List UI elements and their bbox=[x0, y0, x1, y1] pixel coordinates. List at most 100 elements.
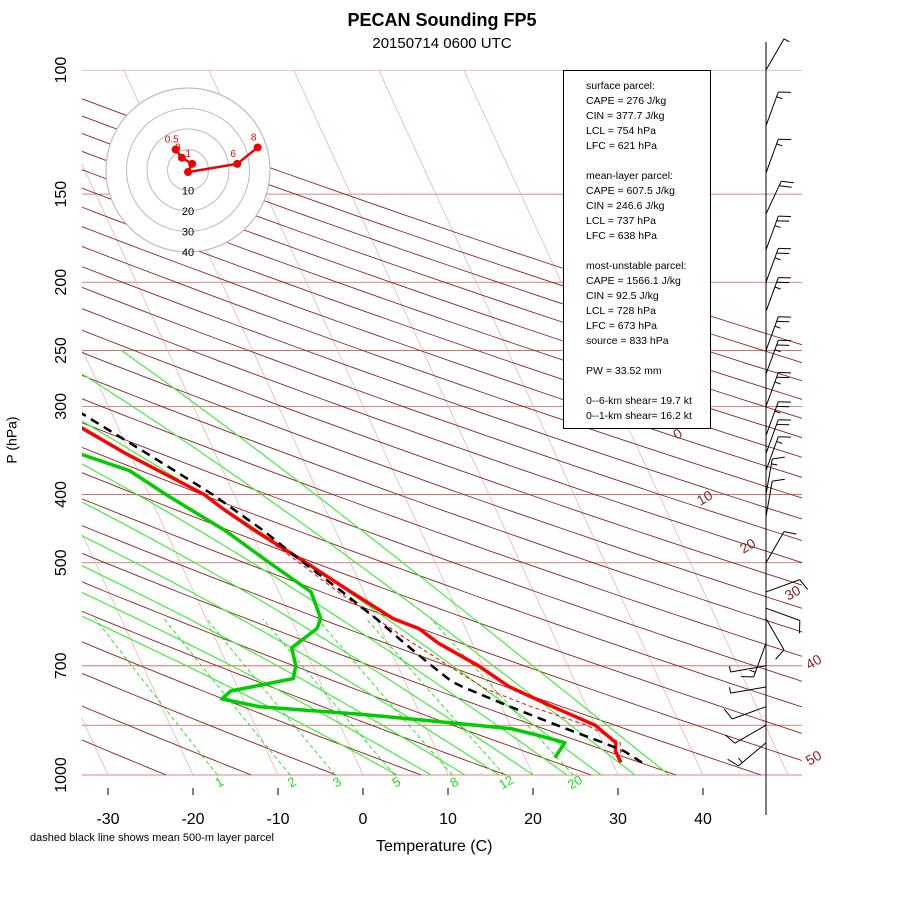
x-tick-label: -20 bbox=[181, 811, 204, 828]
isotherm-label: 20 bbox=[737, 535, 759, 557]
wind-barb bbox=[765, 38, 785, 71]
wind-barb-flag bbox=[725, 734, 736, 744]
hodograph-ring-label: 40 bbox=[182, 247, 194, 259]
hodograph-ring bbox=[167, 149, 209, 191]
info-block-shear: 0--6-km shear= 19.7 kt 0--1-km shear= 16… bbox=[586, 394, 710, 424]
isotherm-line bbox=[293, 70, 619, 776]
info-line: LCL = 737 hPa bbox=[586, 215, 656, 227]
y-tick-label: 500 bbox=[53, 549, 70, 576]
hodograph-point-label: 0.5 bbox=[165, 135, 179, 146]
dry-adiabat-line bbox=[82, 581, 592, 776]
info-line: LCL = 754 hPa bbox=[586, 125, 656, 137]
wind-barb bbox=[765, 401, 779, 436]
dry-adiabat-line bbox=[82, 498, 802, 762]
isotherm-label: 10 bbox=[694, 487, 716, 509]
mixing-ratio-label: 8 bbox=[447, 774, 461, 791]
moist-adiabat-line bbox=[121, 350, 670, 776]
wind-barb bbox=[765, 340, 779, 375]
moist-adiabat-line bbox=[82, 535, 500, 776]
hodograph-point bbox=[188, 159, 197, 168]
hodograph-point bbox=[177, 153, 186, 162]
wind-barb bbox=[765, 215, 779, 251]
mixing-ratio-label: 2 bbox=[285, 774, 299, 791]
wind-barb bbox=[765, 579, 800, 593]
y-tick-label: 300 bbox=[53, 393, 70, 420]
hodograph-ring bbox=[126, 108, 250, 232]
wind-barb bbox=[730, 686, 767, 694]
wind-barb-half-flag bbox=[774, 349, 781, 353]
dry-adiabat-line bbox=[82, 266, 802, 520]
info-line: CIN = 92.5 J/kg bbox=[586, 290, 659, 302]
info-block-mean-layer: mean-layer parcel: CAPE = 607.5 J/kg CIN… bbox=[586, 169, 710, 244]
x-tick-label: 0 bbox=[359, 811, 368, 828]
x-tick-label: -10 bbox=[266, 811, 289, 828]
wind-barb-half-flag bbox=[749, 669, 756, 673]
mixing-ratio-line bbox=[365, 618, 505, 776]
dry-adiabat-line bbox=[82, 226, 802, 478]
y-tick-label: 150 bbox=[53, 181, 70, 208]
x-tick-label: -30 bbox=[96, 811, 119, 828]
moist-adiabat-line bbox=[82, 463, 568, 776]
wind-barb bbox=[765, 248, 779, 283]
isotherm-label: 40 bbox=[803, 651, 825, 673]
wind-barb-half-flag bbox=[774, 257, 781, 261]
hodograph-point bbox=[253, 143, 262, 152]
info-line: CIN = 377.7 J/kg bbox=[586, 110, 665, 122]
info-line: 0--6-km shear= 19.7 kt bbox=[586, 395, 692, 407]
wind-barb-flag bbox=[727, 758, 739, 767]
mixing-ratio-label: 5 bbox=[390, 774, 404, 791]
hodograph-point bbox=[171, 145, 180, 154]
wind-barb-flag bbox=[772, 478, 785, 482]
hodograph-point-label: 1 bbox=[185, 149, 191, 160]
wind-barb-half-flag bbox=[774, 286, 781, 290]
hodograph-point bbox=[233, 159, 242, 168]
wind-barb bbox=[765, 139, 779, 174]
isotherm-line bbox=[82, 348, 279, 776]
wind-barb bbox=[765, 531, 785, 564]
moist-adiabat-line bbox=[82, 565, 466, 776]
y-tick-label: 100 bbox=[53, 57, 70, 84]
wind-barb-flag bbox=[775, 649, 785, 660]
wind-barb bbox=[765, 419, 779, 454]
mixing-ratio-line bbox=[94, 618, 218, 776]
wind-barb-flag bbox=[723, 708, 733, 720]
info-line: CAPE = 1566.1 J/kg bbox=[586, 275, 681, 287]
wind-barb-half-flag bbox=[738, 757, 743, 763]
info-line: surface parcel: bbox=[586, 80, 655, 92]
wind-barb bbox=[765, 481, 773, 517]
wind-barb bbox=[765, 181, 782, 215]
y-axis-label: P (hPa) bbox=[3, 416, 20, 464]
wind-barb-half-flag bbox=[771, 463, 778, 466]
x-tick-label: 30 bbox=[609, 811, 627, 828]
x-tick-label: 40 bbox=[694, 811, 712, 828]
wind-barb bbox=[765, 458, 773, 495]
wind-barb bbox=[734, 724, 767, 744]
info-line: CAPE = 607.5 J/kg bbox=[586, 185, 676, 197]
dry-adiabat-line bbox=[82, 641, 422, 776]
info-line: LFC = 673 hPa bbox=[586, 320, 657, 332]
wind-barb bbox=[765, 618, 785, 651]
chart-title: PECAN Sounding FP5 bbox=[347, 10, 537, 30]
moist-adiabat-line bbox=[82, 420, 602, 776]
dry-adiabat-line bbox=[82, 374, 802, 633]
wind-barb-flag bbox=[772, 456, 785, 460]
info-line: CIN = 246.6 J/kg bbox=[586, 200, 665, 212]
hodograph-ring bbox=[105, 87, 271, 253]
wind-barb bbox=[765, 436, 779, 471]
dry-adiabat-line bbox=[82, 187, 802, 439]
temperature-line bbox=[82, 426, 623, 764]
isotherm-label: 50 bbox=[803, 747, 825, 769]
info-line: mean-layer parcel: bbox=[586, 170, 673, 182]
info-line: LCL = 728 hPa bbox=[586, 305, 656, 317]
wind-barb bbox=[732, 706, 767, 720]
chart-subtitle: 20150714 0600 UTC bbox=[372, 35, 512, 52]
x-axis-label: Temperature (C) bbox=[376, 838, 493, 855]
dry-adiabat-line bbox=[82, 422, 802, 682]
dry-adiabat-line bbox=[82, 672, 337, 776]
moist-adiabat-line bbox=[82, 615, 398, 776]
info-line: most-unstable parcel: bbox=[586, 260, 687, 272]
isotherm-line bbox=[82, 532, 194, 776]
dewpoint-line bbox=[82, 452, 567, 759]
wind-barb-flag bbox=[781, 180, 794, 184]
